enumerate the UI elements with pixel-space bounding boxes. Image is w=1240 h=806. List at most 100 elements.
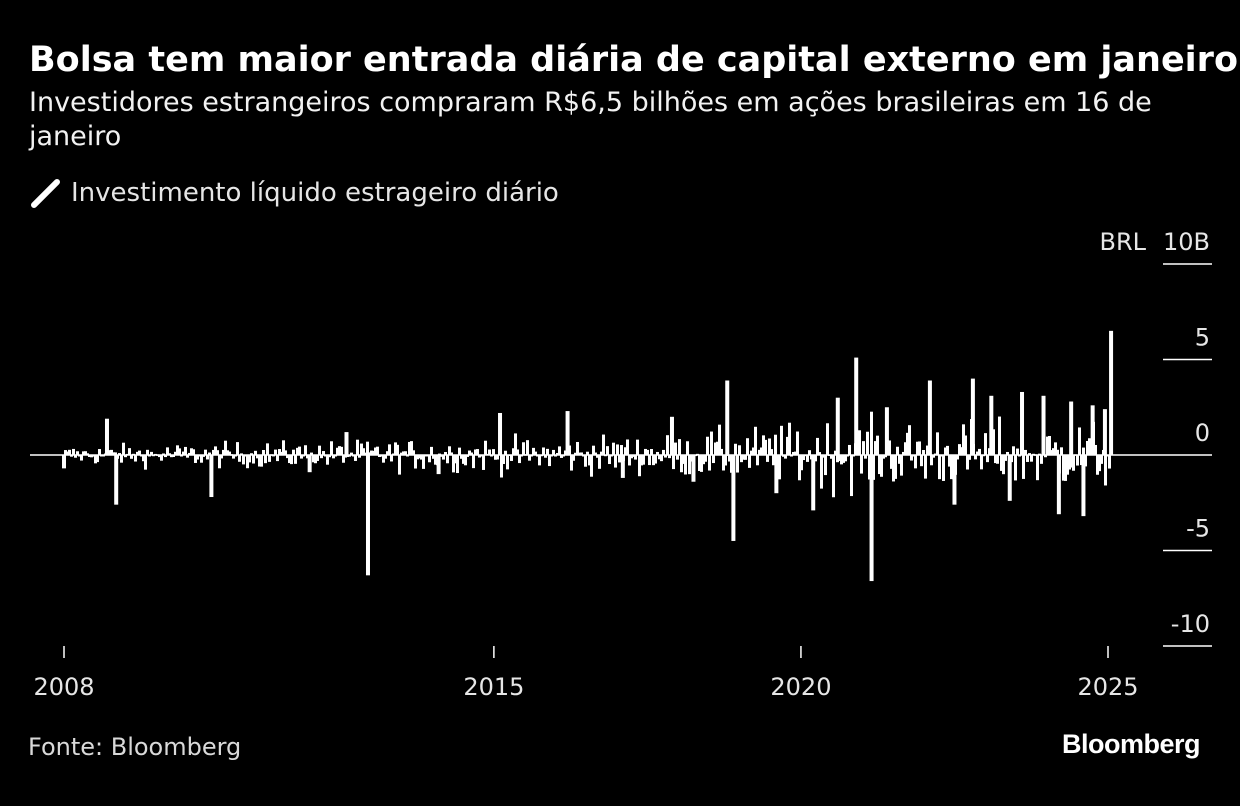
daily-bar xyxy=(452,455,455,473)
daily-bar xyxy=(842,455,845,463)
daily-bar xyxy=(900,455,903,476)
daily-bar xyxy=(458,447,461,455)
daily-bar xyxy=(668,455,671,459)
daily-bar xyxy=(406,455,409,457)
daily-bar xyxy=(922,449,925,455)
daily-bar xyxy=(70,455,73,457)
daily-bar xyxy=(764,439,767,455)
daily-bar xyxy=(540,454,543,457)
daily-bar xyxy=(322,451,325,455)
daily-bar xyxy=(516,449,519,455)
daily-bar xyxy=(118,453,121,455)
daily-bar xyxy=(610,455,613,457)
daily-bar xyxy=(1084,455,1087,467)
daily-bar xyxy=(834,450,837,455)
spike-bar xyxy=(344,432,349,455)
daily-bar xyxy=(1076,455,1079,466)
daily-bar xyxy=(614,455,617,468)
daily-bar xyxy=(518,455,521,464)
daily-bar xyxy=(942,455,945,481)
daily-bar xyxy=(1046,436,1049,455)
daily-bar xyxy=(366,441,369,455)
daily-bar xyxy=(146,449,149,455)
daily-bar xyxy=(1036,455,1039,481)
daily-bar xyxy=(110,449,113,455)
daily-bar xyxy=(768,438,771,455)
daily-bar xyxy=(588,455,591,466)
daily-bar xyxy=(246,455,249,469)
daily-bar xyxy=(596,455,599,458)
daily-bar xyxy=(64,450,67,455)
daily-bar xyxy=(766,455,769,462)
daily-bar xyxy=(228,451,231,455)
daily-bar xyxy=(698,455,701,471)
daily-bar xyxy=(136,451,139,455)
daily-bar xyxy=(166,447,169,455)
daily-bar xyxy=(828,454,831,456)
daily-bar xyxy=(132,453,135,456)
daily-bar xyxy=(238,455,241,462)
daily-bar xyxy=(770,449,773,455)
daily-bar xyxy=(306,455,309,459)
daily-bar xyxy=(438,453,441,456)
daily-bar xyxy=(504,450,507,455)
daily-bar xyxy=(506,455,509,470)
spike-bar xyxy=(365,455,370,576)
spike-bar xyxy=(811,455,816,511)
daily-bar xyxy=(1044,455,1047,458)
daily-bar xyxy=(946,445,949,455)
daily-bar xyxy=(860,455,863,474)
daily-bar xyxy=(450,452,453,455)
daily-bar xyxy=(326,455,329,465)
daily-bar xyxy=(520,455,523,457)
daily-bar xyxy=(302,455,305,457)
spike-bar xyxy=(1090,405,1095,455)
daily-bar xyxy=(156,454,159,456)
daily-bar xyxy=(444,452,447,455)
daily-bar xyxy=(172,455,175,457)
daily-bar xyxy=(1082,447,1085,455)
daily-bar xyxy=(884,455,887,458)
y-tick-label: 10B xyxy=(1163,228,1210,256)
daily-bar xyxy=(994,455,997,464)
daily-bar xyxy=(292,449,295,455)
daily-bar xyxy=(674,442,677,455)
spike-bar xyxy=(436,455,441,475)
daily-bar xyxy=(76,451,79,455)
daily-bar xyxy=(186,455,189,458)
daily-bar xyxy=(232,455,235,459)
daily-bar xyxy=(780,425,783,455)
daily-bar xyxy=(428,455,431,463)
daily-bar xyxy=(750,450,753,455)
daily-bar xyxy=(798,455,801,481)
daily-bar xyxy=(1018,455,1021,457)
daily-bar xyxy=(386,451,389,455)
legend-swatch-icon xyxy=(31,179,60,208)
daily-bar xyxy=(666,435,669,455)
daily-bar xyxy=(334,455,337,457)
daily-bar xyxy=(818,452,821,455)
spike-bar xyxy=(854,357,859,455)
daily-bar xyxy=(254,450,257,455)
daily-bar xyxy=(772,455,775,466)
daily-bar xyxy=(1022,455,1025,479)
daily-bar xyxy=(98,449,101,455)
spike-bar xyxy=(307,455,312,473)
daily-bar xyxy=(558,446,561,455)
daily-bar xyxy=(84,451,87,455)
daily-bar xyxy=(950,455,953,480)
daily-bar xyxy=(258,455,261,467)
daily-bar xyxy=(808,450,811,455)
daily-bar xyxy=(492,449,495,455)
daily-bar xyxy=(410,441,413,455)
daily-bar xyxy=(654,455,657,464)
daily-bar xyxy=(74,455,77,458)
daily-bar xyxy=(676,455,679,460)
daily-bar xyxy=(564,450,567,455)
daily-bar xyxy=(584,455,587,467)
daily-bar xyxy=(636,439,639,455)
daily-bar xyxy=(816,437,819,455)
daily-bar xyxy=(594,452,597,455)
daily-bar xyxy=(470,452,473,455)
daily-bar xyxy=(212,449,215,455)
